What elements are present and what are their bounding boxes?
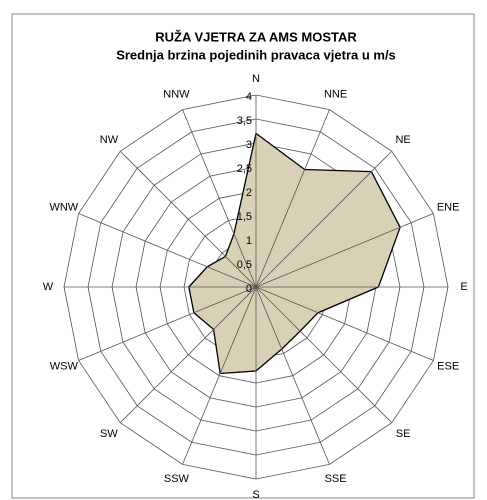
chart-title: RUŽA VJETRA ZA AMS MOSTAR xyxy=(155,29,357,44)
tick-label: 1 xyxy=(246,235,252,247)
spoke xyxy=(255,286,393,424)
spoke xyxy=(78,286,257,361)
spoke xyxy=(182,286,257,465)
spoke xyxy=(78,213,257,288)
tick-label: 2 xyxy=(246,187,252,199)
category-label: NNE xyxy=(324,89,347,101)
category-label: ENE xyxy=(437,201,460,213)
chart-subtitle: Srednja brzina pojedinih pravaca vjetra … xyxy=(116,47,396,62)
tick-label: 1,5 xyxy=(237,211,252,223)
radar-area xyxy=(188,132,401,375)
tick-label: 0,5 xyxy=(237,259,252,271)
category-label: ESE xyxy=(437,361,459,373)
spoke xyxy=(255,286,434,361)
frame xyxy=(11,13,475,499)
spoke xyxy=(119,286,257,424)
category-label: WSW xyxy=(50,361,79,373)
category-label: S xyxy=(252,489,259,500)
tick-label: 3,5 xyxy=(237,115,252,127)
spoke xyxy=(255,286,330,465)
category-label: SSE xyxy=(325,473,347,485)
spoke xyxy=(255,150,393,288)
spoke xyxy=(255,109,330,288)
category-label: E xyxy=(460,281,467,293)
category-label: W xyxy=(43,281,54,293)
tick-label: 2,5 xyxy=(237,163,252,175)
category-label: NE xyxy=(395,134,410,146)
tick-label: 3 xyxy=(246,139,252,151)
category-label: NW xyxy=(100,134,119,146)
category-label: WNW xyxy=(49,201,78,213)
category-label: NNW xyxy=(163,89,190,101)
tick-label: 0 xyxy=(246,283,252,295)
spoke xyxy=(182,109,257,288)
category-label: N xyxy=(252,73,260,85)
spoke xyxy=(255,213,434,288)
spoke xyxy=(119,150,257,288)
category-label: SE xyxy=(396,428,411,440)
category-label: SSW xyxy=(164,473,190,485)
tick-label: 4 xyxy=(246,91,252,103)
category-label: SW xyxy=(100,428,118,440)
